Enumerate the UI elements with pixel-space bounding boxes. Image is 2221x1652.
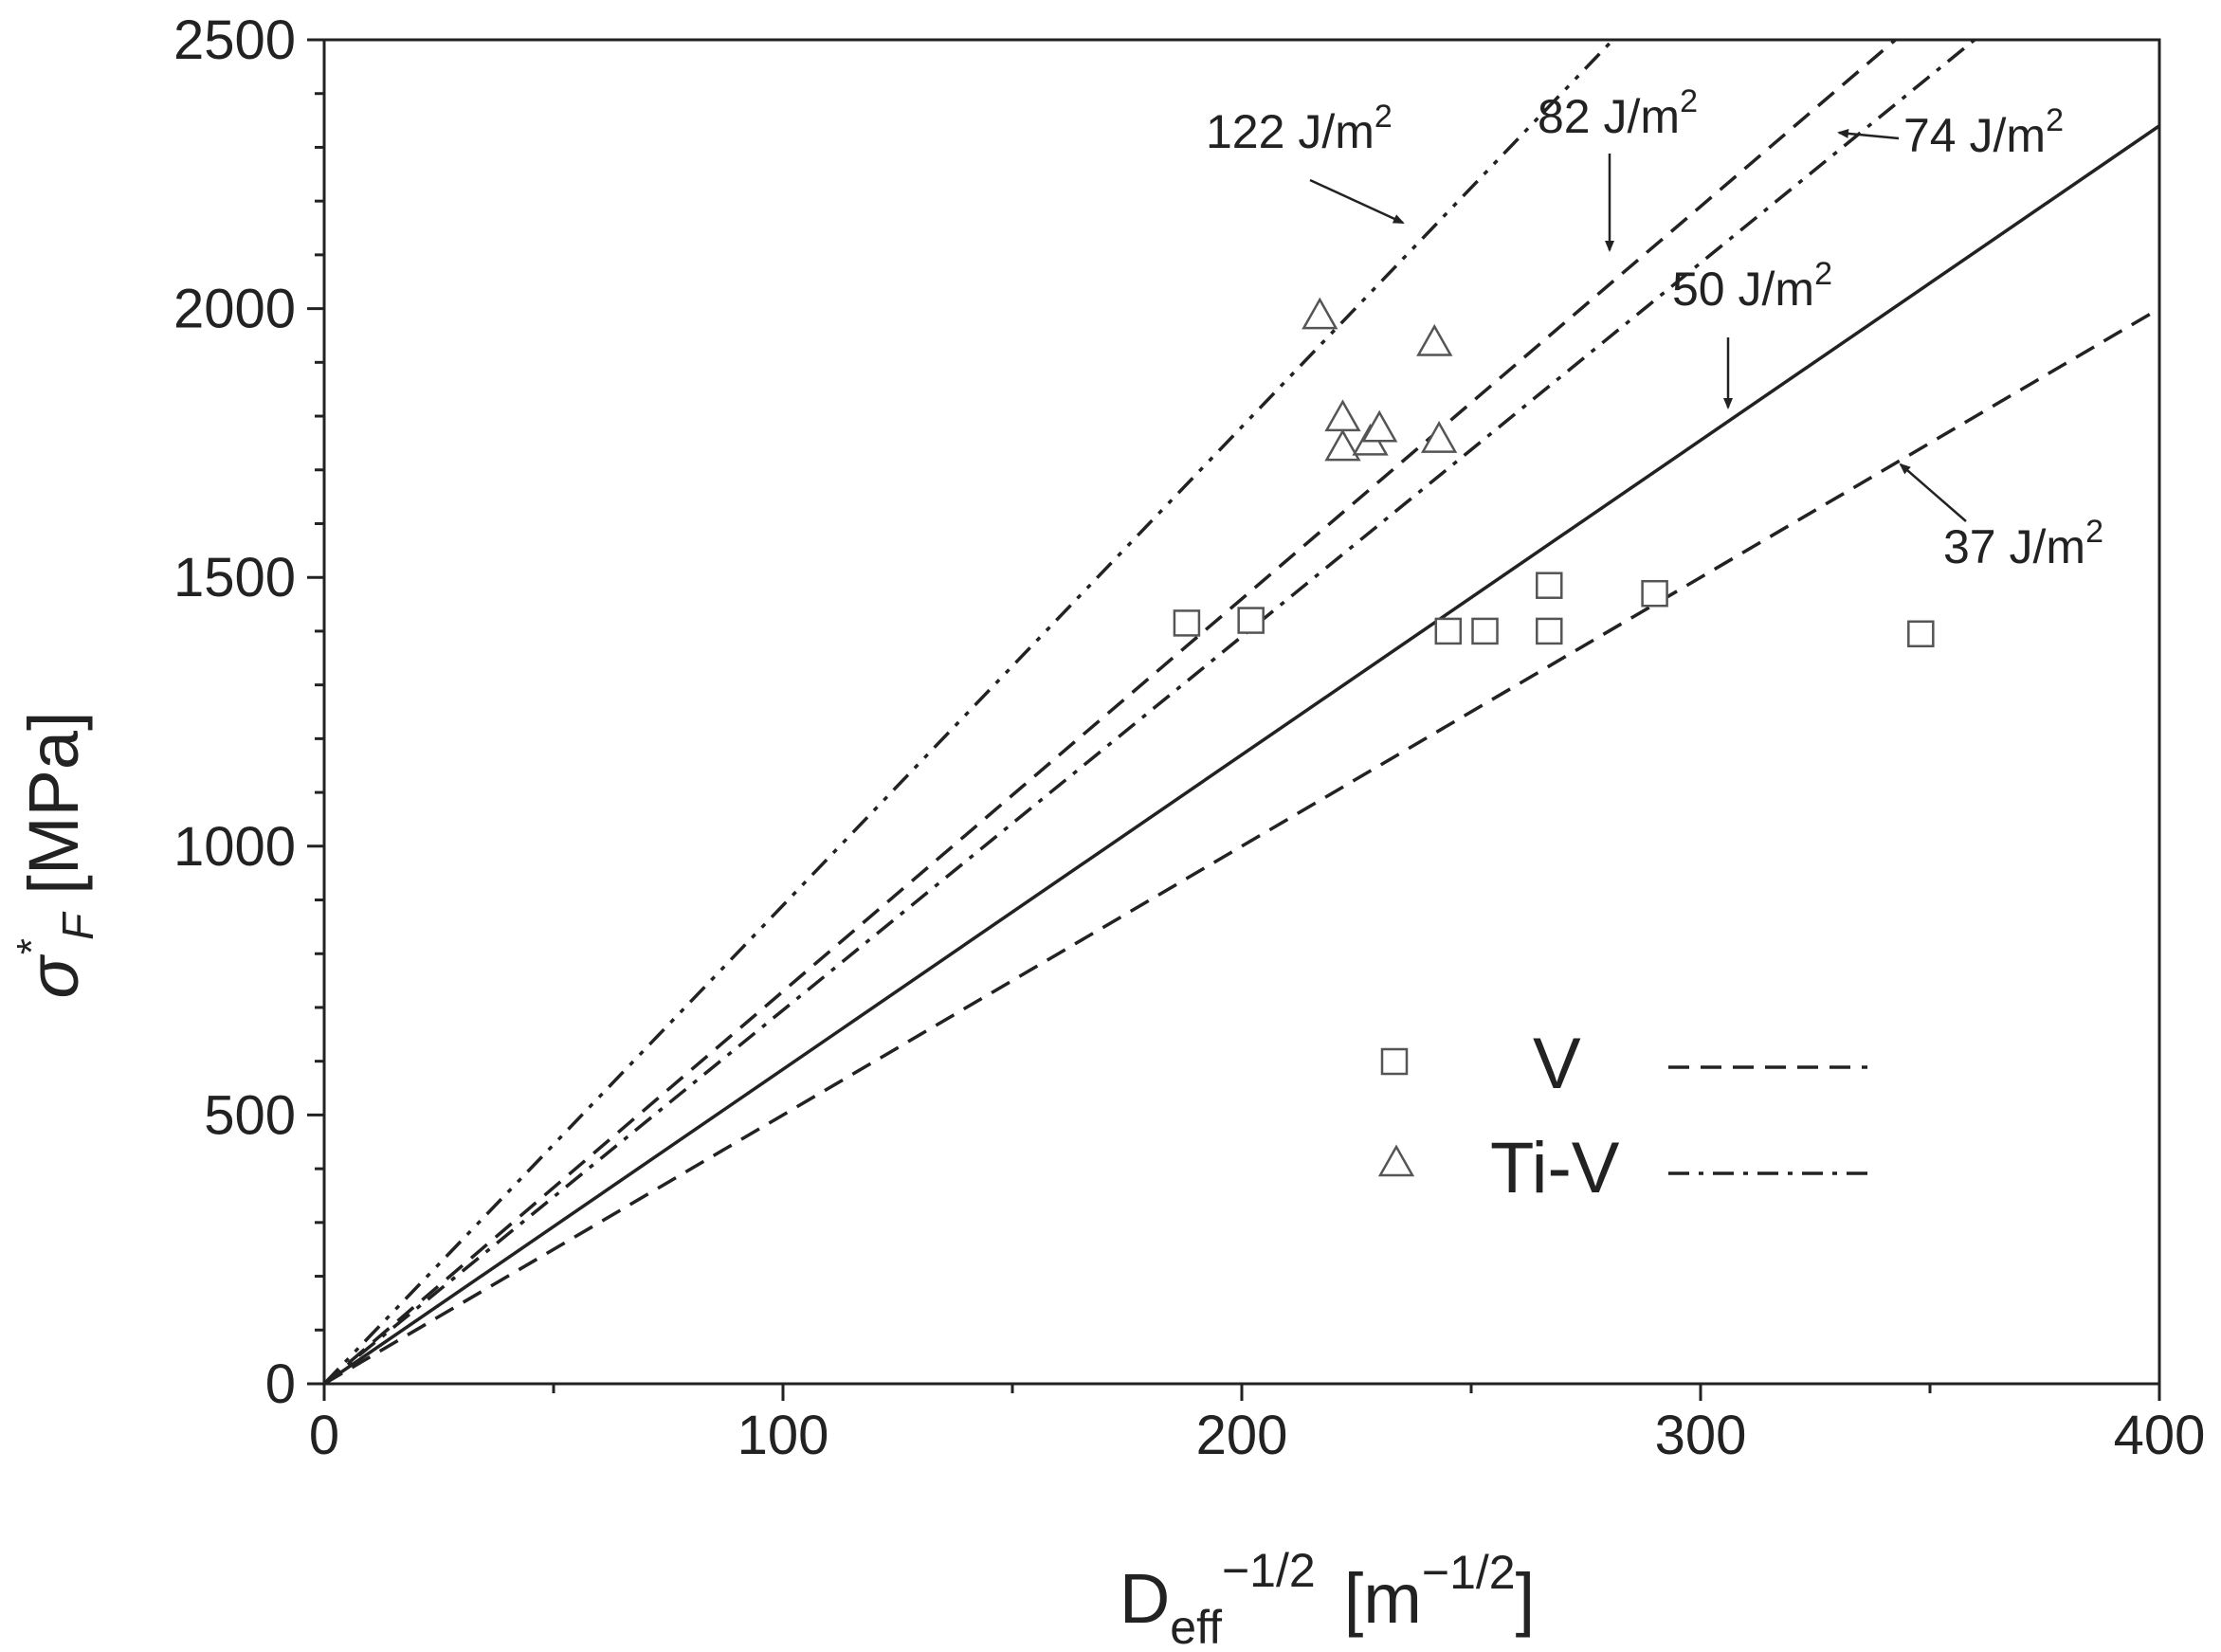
annotation-74: 74 J/m2 <box>1903 102 2064 162</box>
point-v-0 <box>1173 609 1201 637</box>
data-points <box>1173 297 1935 648</box>
point-v-7 <box>1907 620 1935 648</box>
y-tick-label: 500 <box>204 1084 296 1146</box>
fit-line-3 <box>323 124 2160 1386</box>
legend-label-ti-v: Ti-V <box>1490 1128 1620 1208</box>
point-ti-v-2 <box>1324 428 1361 462</box>
x-tick-label: 300 <box>1655 1405 1747 1466</box>
fit-line-4 <box>323 307 2160 1386</box>
y-tick-label: 2500 <box>173 9 296 71</box>
point-v-6 <box>1641 579 1668 608</box>
legend-label-v: V <box>1533 1024 1581 1104</box>
fit-line-2 <box>322 38 1976 1386</box>
point-ti-v-1 <box>1324 399 1361 432</box>
y-tick-label: 2000 <box>173 279 296 340</box>
arrow-122 <box>1309 178 1405 225</box>
fit-line-0 <box>322 38 1614 1386</box>
fit-line-1 <box>322 38 1897 1386</box>
point-ti-v-0 <box>1302 297 1338 330</box>
y-tick-label: 1000 <box>173 816 296 878</box>
annotation-82: 82 J/m2 <box>1538 83 1698 143</box>
arrow-74 <box>1837 128 1900 140</box>
y-axis-title: σ*F[MPa] <box>9 711 102 998</box>
legend-square-marker <box>1380 1047 1409 1076</box>
point-v-3 <box>1471 617 1499 645</box>
plot-frame <box>322 38 2161 1386</box>
point-v-4 <box>1536 572 1563 599</box>
annotation-122: 122 J/m2 <box>1206 99 1393 158</box>
point-v-2 <box>1434 617 1463 645</box>
x-axis-title: Deff−1/2 [m−1/2] <box>1120 1544 1535 1652</box>
arrow-37 <box>1899 463 1967 522</box>
point-v-1 <box>1237 607 1265 634</box>
point-ti-v-4 <box>1361 409 1398 443</box>
axes: 0 100 200 300 400 0 500 1000 1500 2000 2500 <box>173 9 2205 1466</box>
legend-triangle-marker <box>1377 1144 1415 1177</box>
point-ti-v-5 <box>1416 323 1453 356</box>
x-tick-label: 0 <box>309 1405 339 1466</box>
annotation-50: 50 J/m2 <box>1672 256 1832 316</box>
x-tick-label: 100 <box>737 1405 829 1466</box>
x-tick-label: 400 <box>2114 1405 2206 1466</box>
legend: V Ti-V <box>1377 1024 1867 1208</box>
point-v-5 <box>1536 617 1563 645</box>
x-tick-label: 200 <box>1196 1405 1288 1466</box>
annotation-37: 37 J/m2 <box>1943 514 2103 573</box>
y-tick-label: 1500 <box>173 547 296 608</box>
fit-lines <box>322 38 2160 1386</box>
y-tick-label: 0 <box>265 1353 296 1415</box>
point-ti-v-6 <box>1420 421 1458 453</box>
